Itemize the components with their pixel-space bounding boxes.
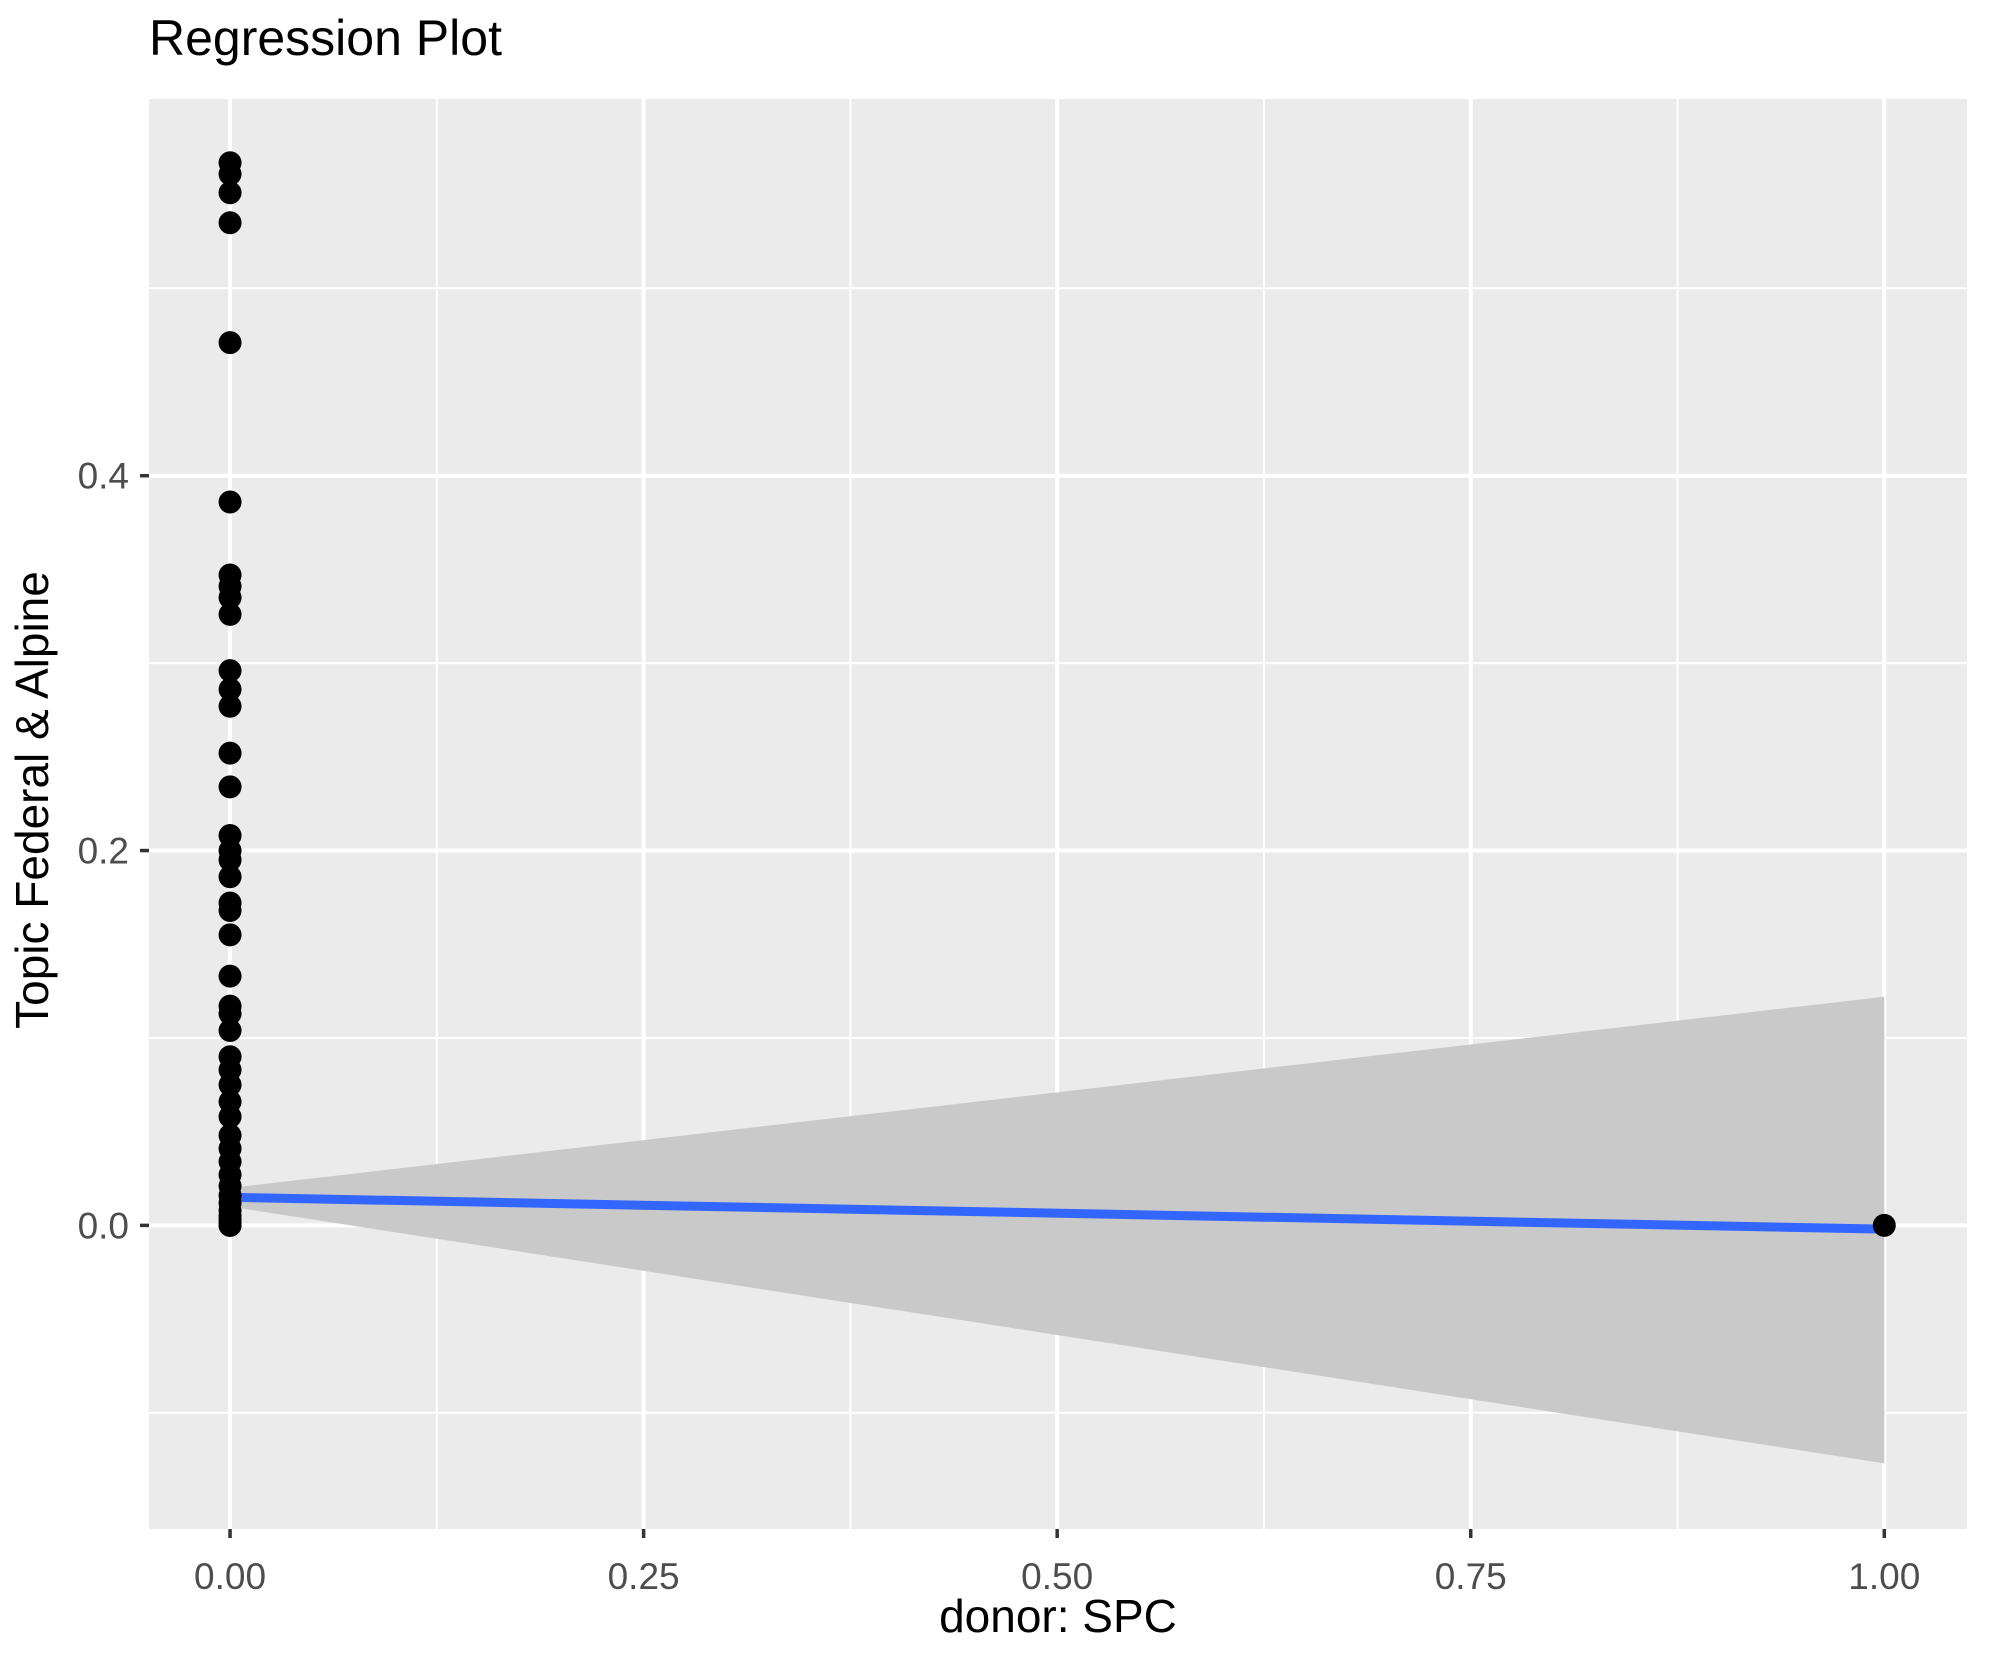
data-point [218, 964, 242, 988]
data-point [1872, 1213, 1896, 1237]
plot-title: Regression Plot [149, 10, 502, 66]
data-point [218, 1213, 242, 1237]
regression-line [225, 1192, 1889, 1234]
x-tick-label: 0.75 [1435, 1556, 1507, 1597]
data-point [218, 602, 242, 626]
data-point [218, 775, 242, 799]
y-axis-title: Topic Federal & Alpine [6, 571, 58, 1029]
data-point [218, 490, 242, 514]
y-tick-label: 0.0 [78, 1205, 129, 1246]
data-point [218, 659, 242, 683]
x-axis-title: donor: SPC [939, 1590, 1177, 1642]
data-point [218, 741, 242, 765]
x-axis-ticks: 0.00 0.25 0.50 0.75 1.00 [194, 1529, 1920, 1597]
data-point [218, 181, 242, 205]
y-axis-ticks: 0.0 0.2 0.4 [78, 456, 149, 1246]
data-point [218, 694, 242, 718]
data-point [218, 848, 242, 872]
data-point [218, 1073, 242, 1097]
data-point [218, 586, 242, 610]
data-point [218, 211, 242, 235]
y-tick-label: 0.4 [78, 456, 129, 497]
x-tick-label: 0.50 [1021, 1556, 1093, 1597]
x-tick-label: 0.00 [194, 1556, 266, 1597]
data-point [218, 677, 242, 701]
data-point [218, 899, 242, 923]
y-tick-label: 0.2 [78, 831, 129, 872]
confidence-band [230, 996, 1885, 1464]
data-point [218, 923, 242, 947]
x-tick-label: 0.25 [608, 1556, 680, 1597]
data-point [218, 162, 242, 186]
scatter-points [218, 151, 1896, 1237]
data-point [218, 331, 242, 355]
x-tick-label: 1.00 [1848, 1556, 1920, 1597]
data-point [218, 1002, 242, 1026]
data-point [218, 1105, 242, 1129]
data-point [218, 865, 242, 889]
data-point [218, 1018, 242, 1042]
